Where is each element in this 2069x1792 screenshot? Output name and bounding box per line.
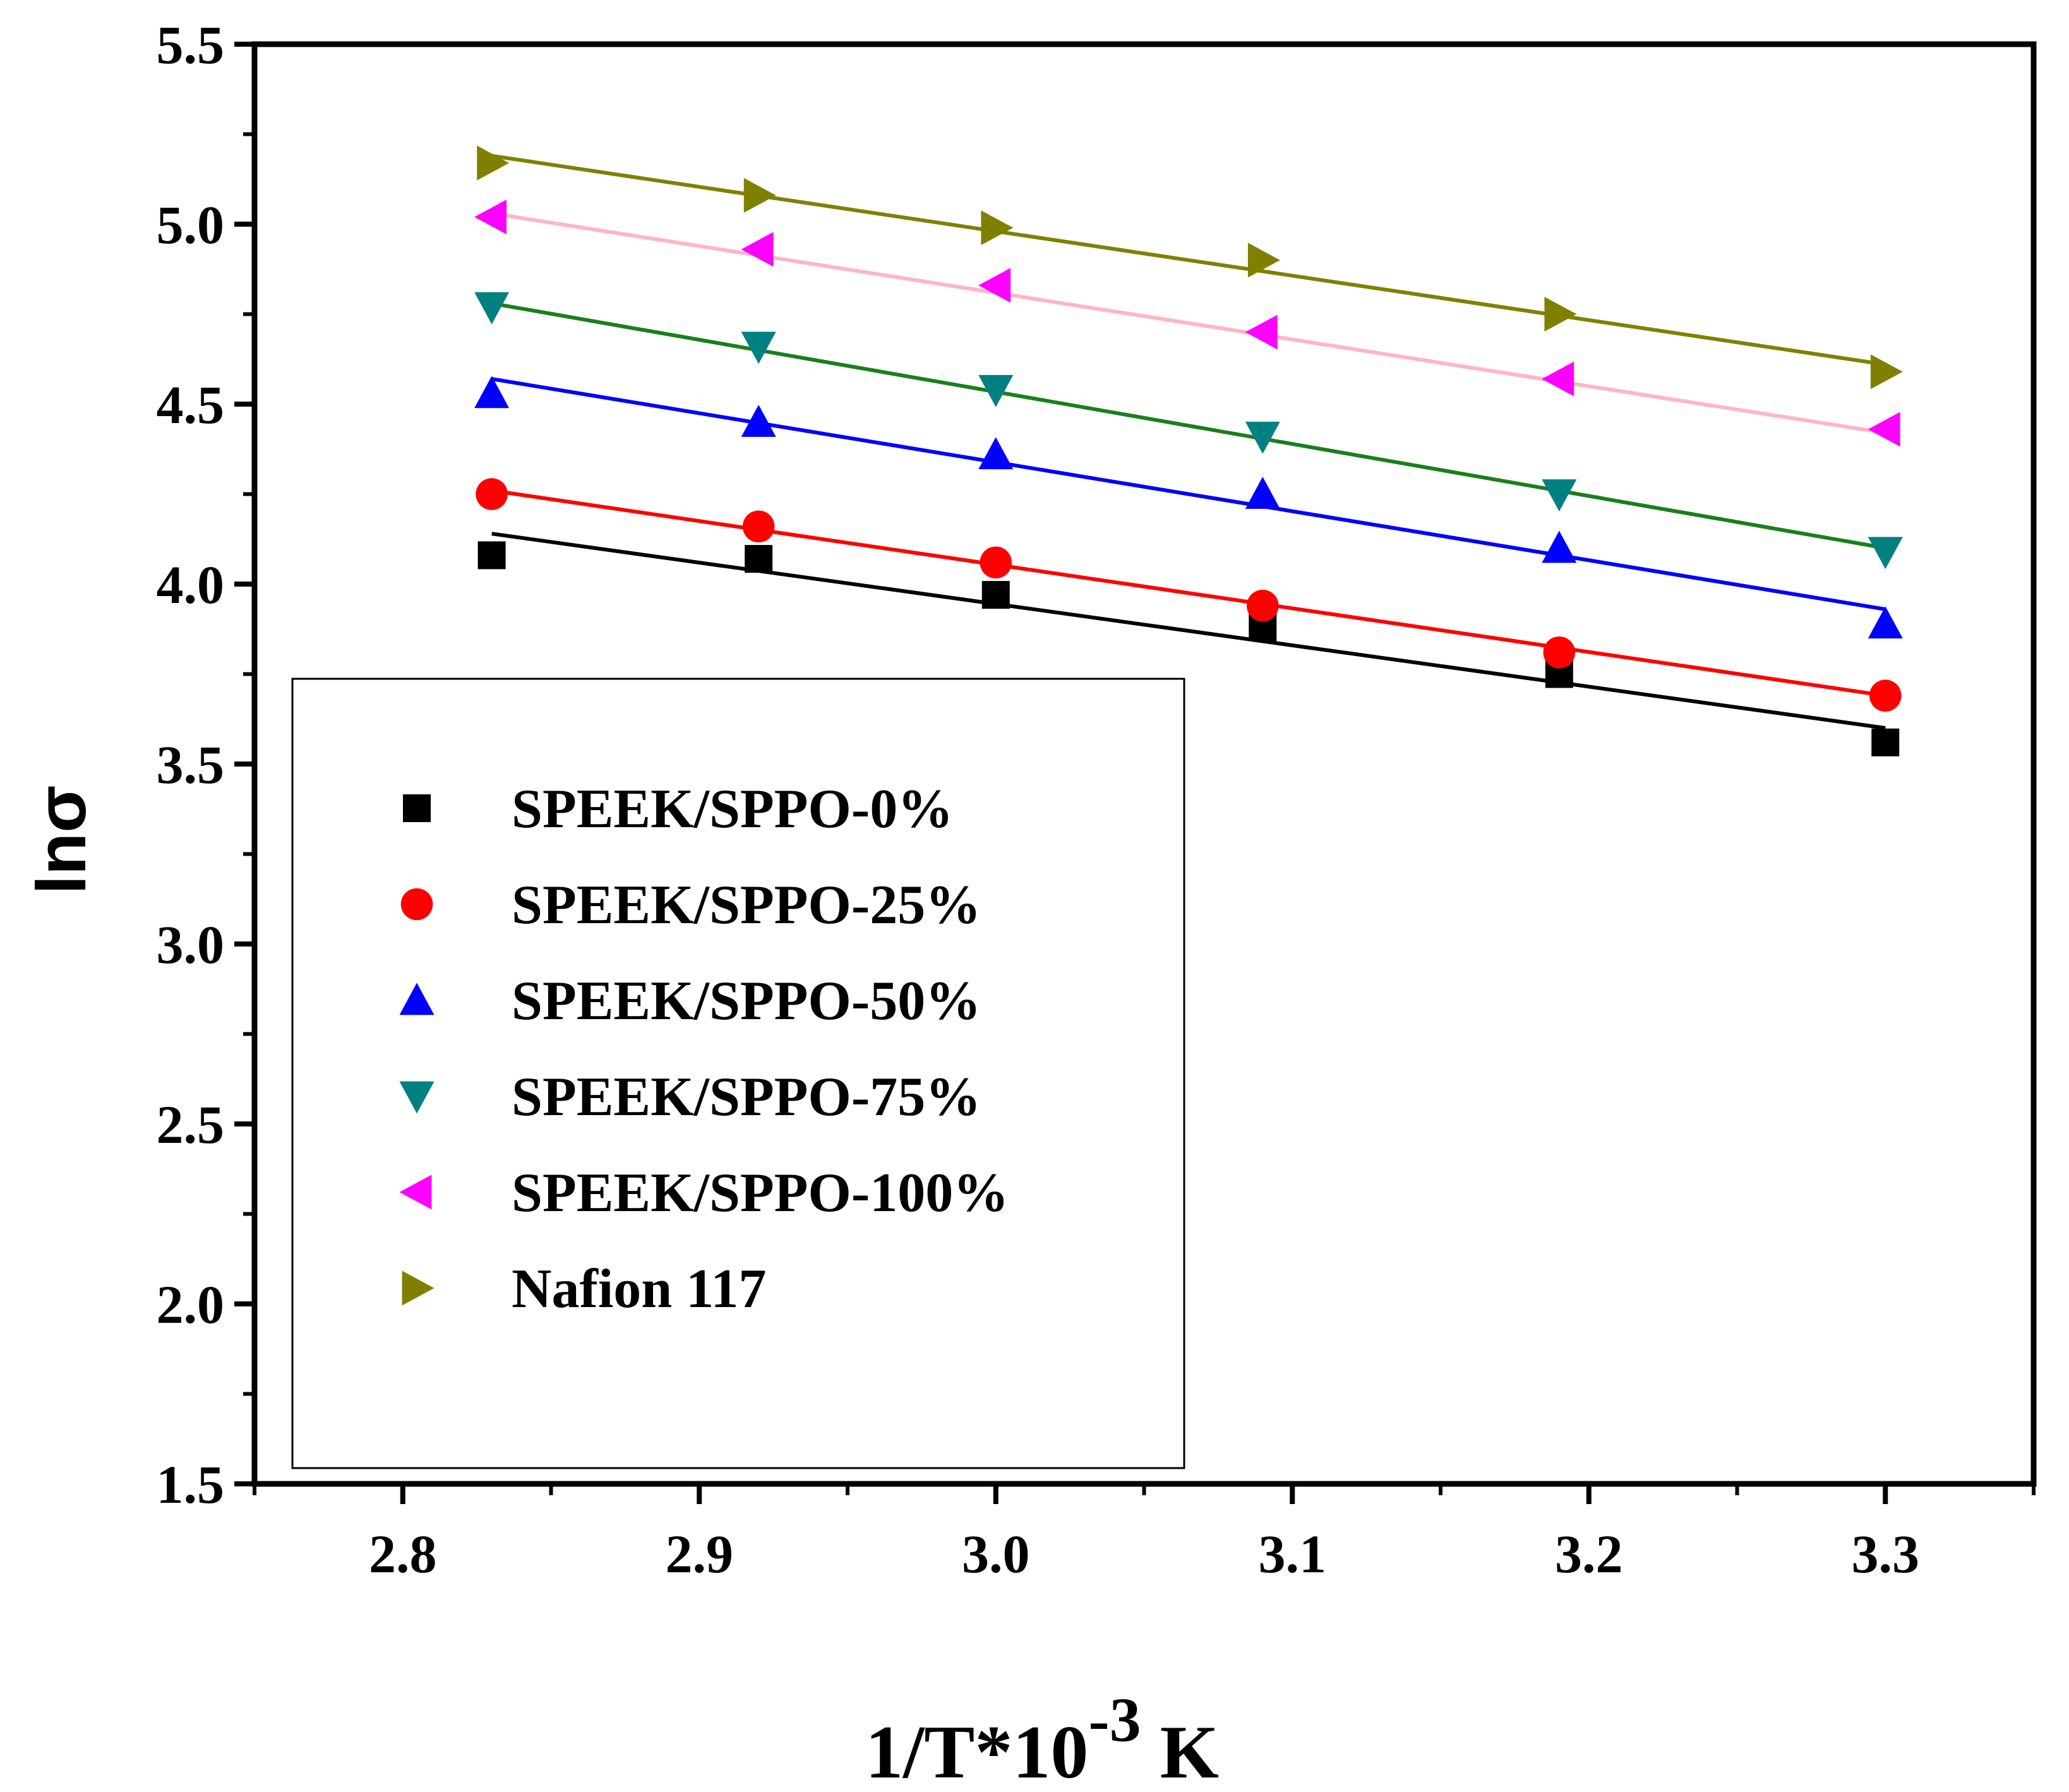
fit-line xyxy=(491,377,1886,611)
data-point xyxy=(978,437,1014,470)
legend-box xyxy=(291,678,1185,1469)
x-axis-title: 1/T*10-3 K xyxy=(865,1685,1219,1792)
fit-line xyxy=(491,301,1886,550)
data-points xyxy=(474,145,1903,756)
x-tick-label: 3.1 xyxy=(1259,1524,1327,1584)
data-point xyxy=(476,478,508,510)
fit-lines xyxy=(491,153,1886,730)
data-point xyxy=(981,210,1014,246)
data-point xyxy=(741,405,776,437)
y-tick-label: 3.5 xyxy=(157,734,225,795)
fit-line xyxy=(491,532,1886,730)
legend-marker xyxy=(403,794,431,822)
y-tick-label: 1.5 xyxy=(157,1454,225,1515)
fit-line xyxy=(491,211,1886,435)
x-axis-title-base: 1/T*10 xyxy=(865,1710,1088,1792)
y-tick-label: 5.0 xyxy=(157,194,225,255)
legend-marker xyxy=(402,1270,435,1306)
y-tick-label: 5.5 xyxy=(157,15,225,75)
data-point xyxy=(1245,314,1278,350)
data-point xyxy=(741,332,776,364)
axes: 1.5 2.0 2.5 3.0 3.5 4.0 4.5 5.0 5.5 2.8 2.9 3.0 3.1 3… xyxy=(157,15,2037,1584)
x-tick-label: 2.8 xyxy=(369,1524,437,1584)
data-point xyxy=(1868,606,1903,639)
legend-label: SPEEK/SPPO-100% xyxy=(512,1162,1009,1224)
legend-marker xyxy=(399,1081,435,1114)
data-point xyxy=(1247,589,1279,622)
y-tick-label: 3.0 xyxy=(157,914,225,975)
data-point xyxy=(741,232,774,267)
data-point xyxy=(1542,479,1577,511)
x-axis-title-unit: K xyxy=(1141,1710,1219,1792)
data-point xyxy=(981,581,1010,609)
y-tick-label: 2.5 xyxy=(157,1094,225,1155)
x-tick-label: 2.9 xyxy=(666,1524,734,1584)
fit-line xyxy=(491,488,1886,698)
data-point xyxy=(1245,421,1280,454)
data-point xyxy=(474,376,510,409)
data-point xyxy=(1542,361,1574,397)
y-tick-label: 4.0 xyxy=(157,554,225,615)
legend-label: SPEEK/SPPO-50% xyxy=(512,971,981,1032)
data-point xyxy=(1868,537,1903,570)
data-point xyxy=(1247,242,1280,278)
legend-label: SPEEK/SPPO-25% xyxy=(512,875,981,936)
data-point xyxy=(477,541,506,570)
legend-marker xyxy=(400,888,433,921)
data-point xyxy=(1245,477,1280,509)
legend-label: Nafion 117 xyxy=(512,1258,766,1320)
data-point xyxy=(1869,679,1902,712)
data-point xyxy=(1871,728,1900,756)
x-axis-title-exponent: -3 xyxy=(1088,1685,1141,1755)
data-point xyxy=(1868,412,1900,447)
data-point xyxy=(474,292,510,325)
legend-marker xyxy=(399,1174,432,1210)
x-tick-label: 3.3 xyxy=(1852,1524,1920,1584)
fit-line xyxy=(491,153,1886,367)
data-point xyxy=(980,546,1012,579)
data-point xyxy=(474,200,507,235)
data-point xyxy=(743,177,776,213)
data-point xyxy=(1544,297,1577,332)
y-tick-label: 2.0 xyxy=(157,1274,225,1335)
x-tick-label: 3.2 xyxy=(1555,1524,1623,1584)
data-point xyxy=(978,374,1014,407)
data-point xyxy=(1870,354,1903,390)
data-point xyxy=(477,145,510,181)
legend-label: SPEEK/SPPO-0% xyxy=(512,779,953,840)
legend-label: SPEEK/SPPO-75% xyxy=(512,1066,981,1128)
y-axis-title: lnσ xyxy=(23,785,100,894)
x-tick-label: 3.0 xyxy=(962,1524,1030,1584)
legend: SPEEK/SPPO-0% SPEEK/SPPO-25% SPEEK/SPPO-50… xyxy=(291,678,1185,1469)
data-point xyxy=(1543,636,1576,669)
legend-marker xyxy=(399,983,435,1015)
y-tick-label: 4.5 xyxy=(157,374,225,435)
data-point xyxy=(978,268,1011,303)
data-point xyxy=(745,545,773,573)
data-point xyxy=(742,510,775,543)
data-point xyxy=(1542,530,1577,563)
